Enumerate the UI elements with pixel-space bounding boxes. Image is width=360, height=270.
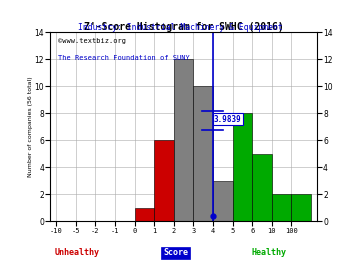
Text: Score: Score (163, 248, 188, 257)
Text: Industry: Industrial Machinery & Equipment: Industry: Industrial Machinery & Equipme… (78, 23, 282, 32)
Bar (252, 154, 272, 221)
Bar (272, 194, 291, 221)
Text: 3.9839: 3.9839 (214, 114, 242, 123)
Bar (174, 59, 193, 221)
Text: Healthy: Healthy (251, 248, 286, 257)
Y-axis label: Number of companies (56 total): Number of companies (56 total) (28, 77, 33, 177)
Bar (135, 208, 154, 221)
Bar (154, 140, 174, 221)
Bar (213, 181, 233, 221)
Text: Unhealthy: Unhealthy (55, 248, 99, 257)
Bar (233, 113, 252, 221)
Text: ©www.textbiz.org: ©www.textbiz.org (58, 38, 126, 44)
Bar (291, 194, 311, 221)
Bar (193, 86, 213, 221)
Title: Z'-Score Histogram for SWHC (2016): Z'-Score Histogram for SWHC (2016) (84, 22, 283, 32)
Text: The Research Foundation of SUNY: The Research Foundation of SUNY (58, 55, 190, 61)
